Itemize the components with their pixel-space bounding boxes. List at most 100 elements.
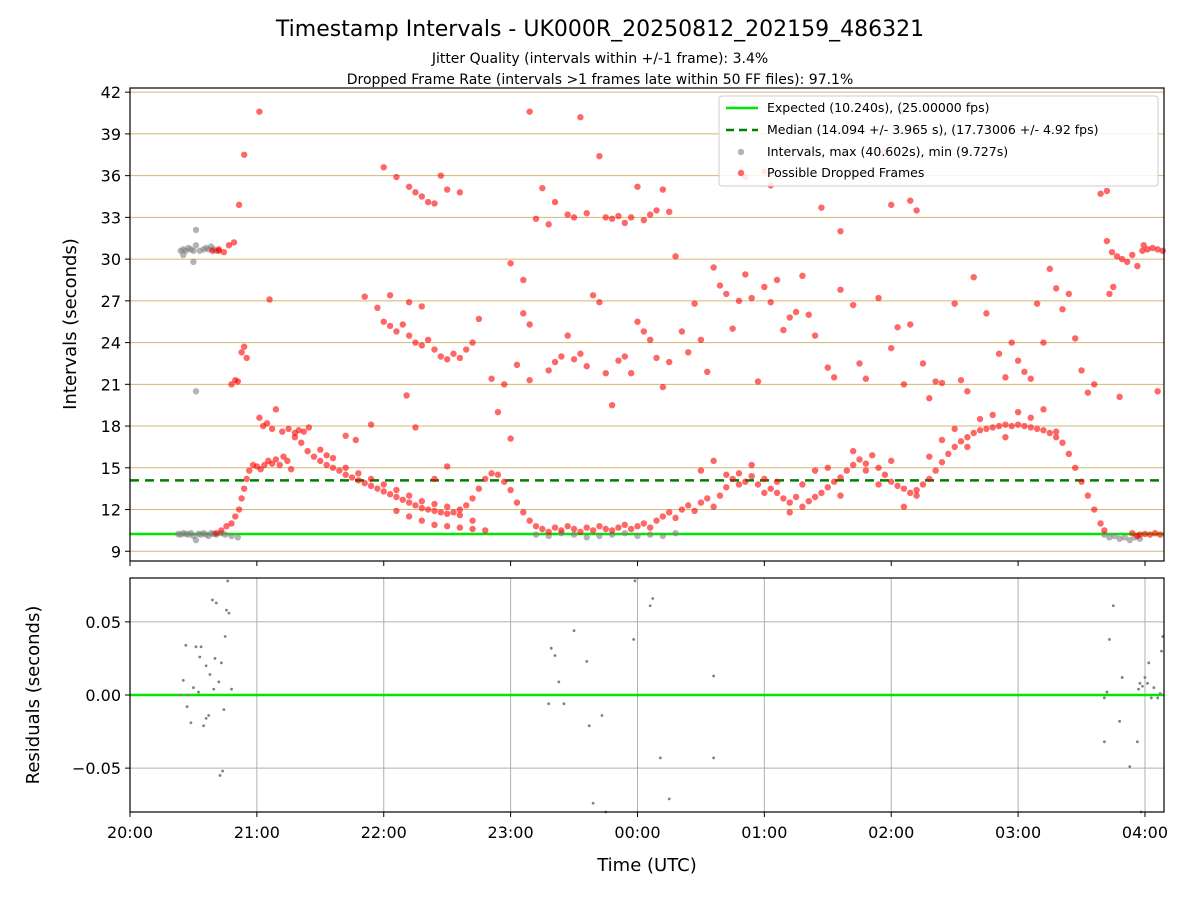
residual-point [230,687,233,691]
dropped-frame-point [761,475,768,483]
residuals-y-ticks: −0.05 0.00 0.05 [72,613,130,778]
dropped-frame-point [964,388,971,395]
legend-dropped-label: Possible Dropped Frames [767,165,924,180]
dropped-frame-point [424,198,432,206]
dropped-frame-point [697,467,705,474]
dropped-frame-point [710,503,717,510]
dropped-frame-point [691,300,698,307]
dropped-frame-point [1103,237,1111,245]
dropped-frame-point [443,523,451,530]
dropped-frame-point [824,484,831,491]
dropped-frame-point [849,447,857,455]
dropped-frame-point [367,475,375,483]
dropped-frame-point [418,504,426,512]
dropped-frame-point [380,318,387,325]
dropped-frame-point [697,336,705,344]
dropped-frame-point [456,511,464,519]
dropped-frame-point [551,198,559,206]
residual-point [225,608,228,612]
dropped-frame-point [317,457,324,465]
residual-point [1152,686,1156,690]
dropped-frame-point [1134,262,1141,270]
dropped-frame-point [723,290,730,298]
dropped-frame-point [526,321,533,328]
dropped-frame-point [1097,190,1104,197]
dropped-frame-point [1008,422,1015,430]
dropped-frame-point [1002,433,1009,441]
dropped-frame-point [443,503,451,510]
residual-point [591,801,595,805]
dropped-frame-point [570,525,578,533]
x-axis-label: Time (UTC) [596,855,697,876]
dropped-frame-point [716,282,724,289]
dropped-frame-point [913,207,920,214]
dropped-frame-point [526,517,533,524]
dropped-frame-point [913,486,920,494]
residual-point [211,598,214,602]
dropped-frame-point [399,321,406,328]
dropped-frame-point [995,350,1003,357]
dropped-frame-point [849,461,857,469]
dropped-frame-point [564,211,571,218]
dropped-frame-point [792,308,800,316]
dropped-frame-point [583,210,590,217]
residual-point [651,597,655,600]
dropped-frame-point [507,435,514,442]
dropped-frame-point [589,292,597,299]
dropped-frame-point [621,353,628,360]
dropped-frame-point [456,524,464,531]
residual-point [600,714,604,717]
dropped-frame-point [424,506,432,513]
dropped-frame-point [418,303,426,310]
residual-point [562,702,566,706]
residual-point [1147,661,1151,665]
dropped-frame-point [280,453,287,460]
residual-point [217,680,221,684]
dropped-frame-point [773,478,781,485]
dropped-frame-point [666,358,673,366]
intervals-y-tick-label: 15 [101,459,121,478]
residual-point [553,654,557,657]
residual-point [1128,765,1132,769]
legend-dropped-swatch [737,169,745,177]
dropped-frame-point [678,506,686,513]
interval-point [596,532,603,540]
dropped-frame-point [1154,388,1161,395]
legend-box [718,95,1159,187]
dropped-frame-point [213,529,220,537]
interval-point [190,258,197,266]
dropped-frame-point [704,495,711,502]
residual-point [221,769,225,773]
dropped-frame-point [672,253,679,260]
dropped-frame-point [824,364,831,371]
dropped-frame-point [976,415,984,423]
intervals-plot: 9 12 15 18 21 24 27 30 33 36 39 42 Intervals (secon… [60,83,1166,566]
interval-point [672,529,679,537]
dropped-frame-point [602,214,609,221]
dropped-frame-point [754,481,762,488]
dropped-frame-point [1078,478,1085,485]
dropped-frame-point [405,299,413,306]
dropped-frame-point [678,328,686,335]
dropped-frame-point [443,356,451,363]
dropped-frame-point [1103,187,1111,195]
dropped-frame-point [697,499,705,506]
dropped-frame-point [615,357,622,364]
dropped-frame-point [710,457,717,465]
dropped-frame-point [837,492,844,499]
intervals-reference-lines [130,479,1164,536]
dropped-frame-point [1033,425,1041,433]
dropped-frame-point [1084,389,1092,396]
residual-point [189,721,193,725]
dropped-frame-point [393,486,400,494]
dropped-frame-point [1106,290,1113,298]
dropped-frame-point [403,392,410,399]
interval-point [659,532,667,540]
dropped-frame-point [761,489,768,497]
dropped-frame-point [900,485,908,492]
dropped-frame-point [405,513,413,520]
dropped-frame-point [602,369,609,377]
dropped-frame-point [355,470,362,477]
dropped-frame-point [805,497,812,505]
intervals-y-tick-label: 12 [101,501,121,520]
